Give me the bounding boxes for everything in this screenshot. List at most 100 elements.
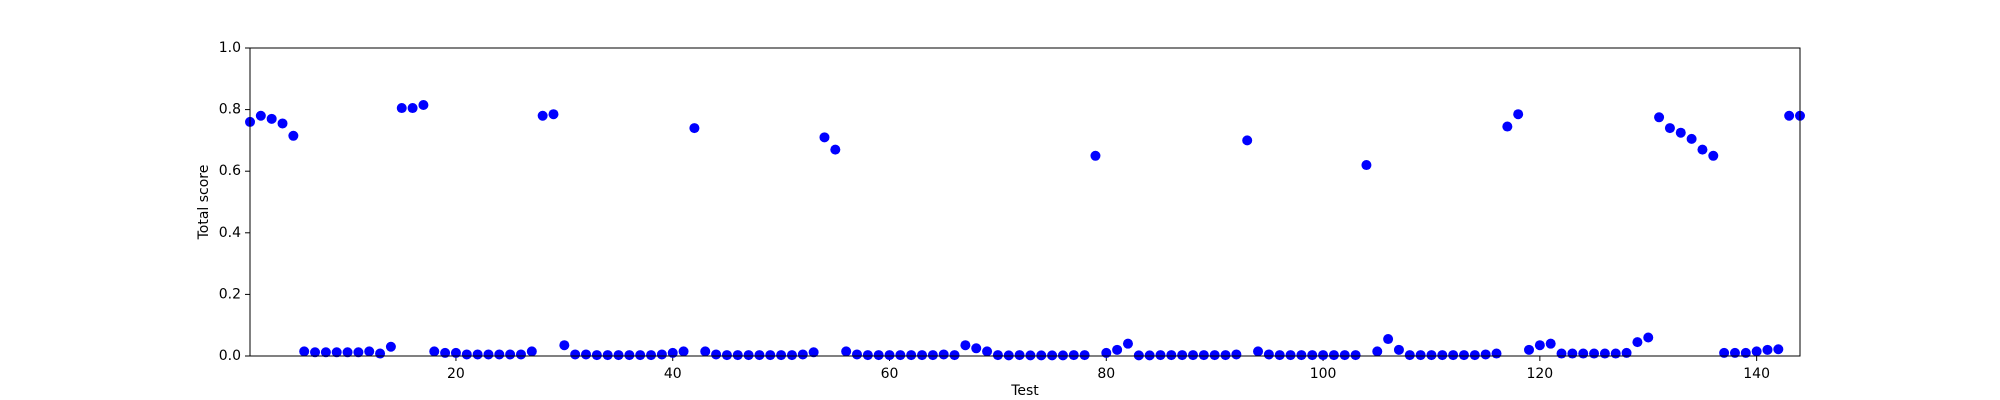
point <box>255 110 266 121</box>
point <box>1491 348 1502 359</box>
point <box>461 349 472 360</box>
x-tick-label: 140 <box>1743 366 1770 382</box>
point <box>1014 350 1025 361</box>
point <box>288 130 299 141</box>
point <box>1090 150 1101 161</box>
point <box>678 346 689 357</box>
x-axis-label: Test <box>1010 383 1039 399</box>
y-tick-label: 0.0 <box>219 348 241 364</box>
point <box>732 350 743 361</box>
point <box>1404 350 1415 361</box>
point <box>1556 348 1567 359</box>
point <box>656 349 667 360</box>
point <box>895 350 906 361</box>
point <box>1469 350 1480 361</box>
point <box>1383 334 1394 345</box>
point <box>310 347 321 358</box>
point <box>1036 350 1047 361</box>
point <box>266 113 277 124</box>
point <box>1675 127 1686 138</box>
point <box>1242 135 1253 146</box>
point <box>1545 338 1556 349</box>
point <box>526 346 537 357</box>
point <box>1589 348 1600 359</box>
point <box>1188 350 1199 361</box>
point <box>1599 348 1610 359</box>
point <box>1502 121 1513 132</box>
point <box>765 350 776 361</box>
point <box>1112 344 1123 355</box>
point <box>1285 350 1296 361</box>
point <box>1719 347 1730 358</box>
point <box>1664 123 1675 134</box>
point <box>754 350 765 361</box>
point <box>450 347 461 358</box>
point <box>472 349 483 360</box>
point <box>1708 150 1719 161</box>
y-tick-label: 0.4 <box>219 225 241 241</box>
point <box>1729 347 1740 358</box>
point <box>570 349 581 360</box>
point <box>396 103 407 114</box>
point <box>515 349 526 360</box>
point <box>1361 160 1372 171</box>
point <box>559 340 570 351</box>
point <box>808 347 819 358</box>
point <box>635 350 646 361</box>
point <box>1101 347 1112 358</box>
point <box>494 349 505 360</box>
point <box>1524 344 1535 355</box>
point <box>906 350 917 361</box>
point <box>1198 350 1209 361</box>
point <box>938 349 949 360</box>
point <box>1513 109 1524 120</box>
point <box>1339 350 1350 361</box>
point <box>1220 350 1231 361</box>
point <box>1155 350 1166 361</box>
point <box>364 346 375 357</box>
point <box>353 347 364 358</box>
point <box>1480 349 1491 360</box>
point <box>1426 350 1437 361</box>
point <box>776 350 787 361</box>
y-tick-label: 0.2 <box>219 286 241 302</box>
point <box>1274 350 1285 361</box>
x-tick-label: 80 <box>1097 366 1115 382</box>
point <box>299 346 310 357</box>
point <box>1253 346 1264 357</box>
plot-frame <box>249 47 1801 357</box>
point <box>884 350 895 361</box>
point <box>1437 350 1448 361</box>
point <box>927 350 938 361</box>
point <box>1534 340 1545 351</box>
point <box>1047 350 1058 361</box>
point <box>1328 350 1339 361</box>
point <box>407 103 418 114</box>
x-tick-label: 100 <box>1310 366 1337 382</box>
y-tick-label: 0.6 <box>219 163 241 179</box>
point <box>483 349 494 360</box>
point <box>1296 350 1307 361</box>
point <box>1448 350 1459 361</box>
point <box>613 350 624 361</box>
point <box>1122 338 1133 349</box>
point <box>1003 350 1014 361</box>
point <box>1079 350 1090 361</box>
point <box>830 144 841 155</box>
point <box>1318 350 1329 361</box>
point <box>982 346 993 357</box>
point <box>1393 344 1404 355</box>
point <box>1751 346 1762 357</box>
point <box>1654 112 1665 123</box>
point <box>1458 350 1469 361</box>
point <box>548 109 559 120</box>
point <box>602 350 613 361</box>
point <box>440 347 451 358</box>
x-tick-label: 120 <box>1526 366 1553 382</box>
point <box>873 350 884 361</box>
point <box>1578 348 1589 359</box>
point <box>862 350 873 361</box>
point <box>1372 346 1383 357</box>
point <box>700 346 711 357</box>
